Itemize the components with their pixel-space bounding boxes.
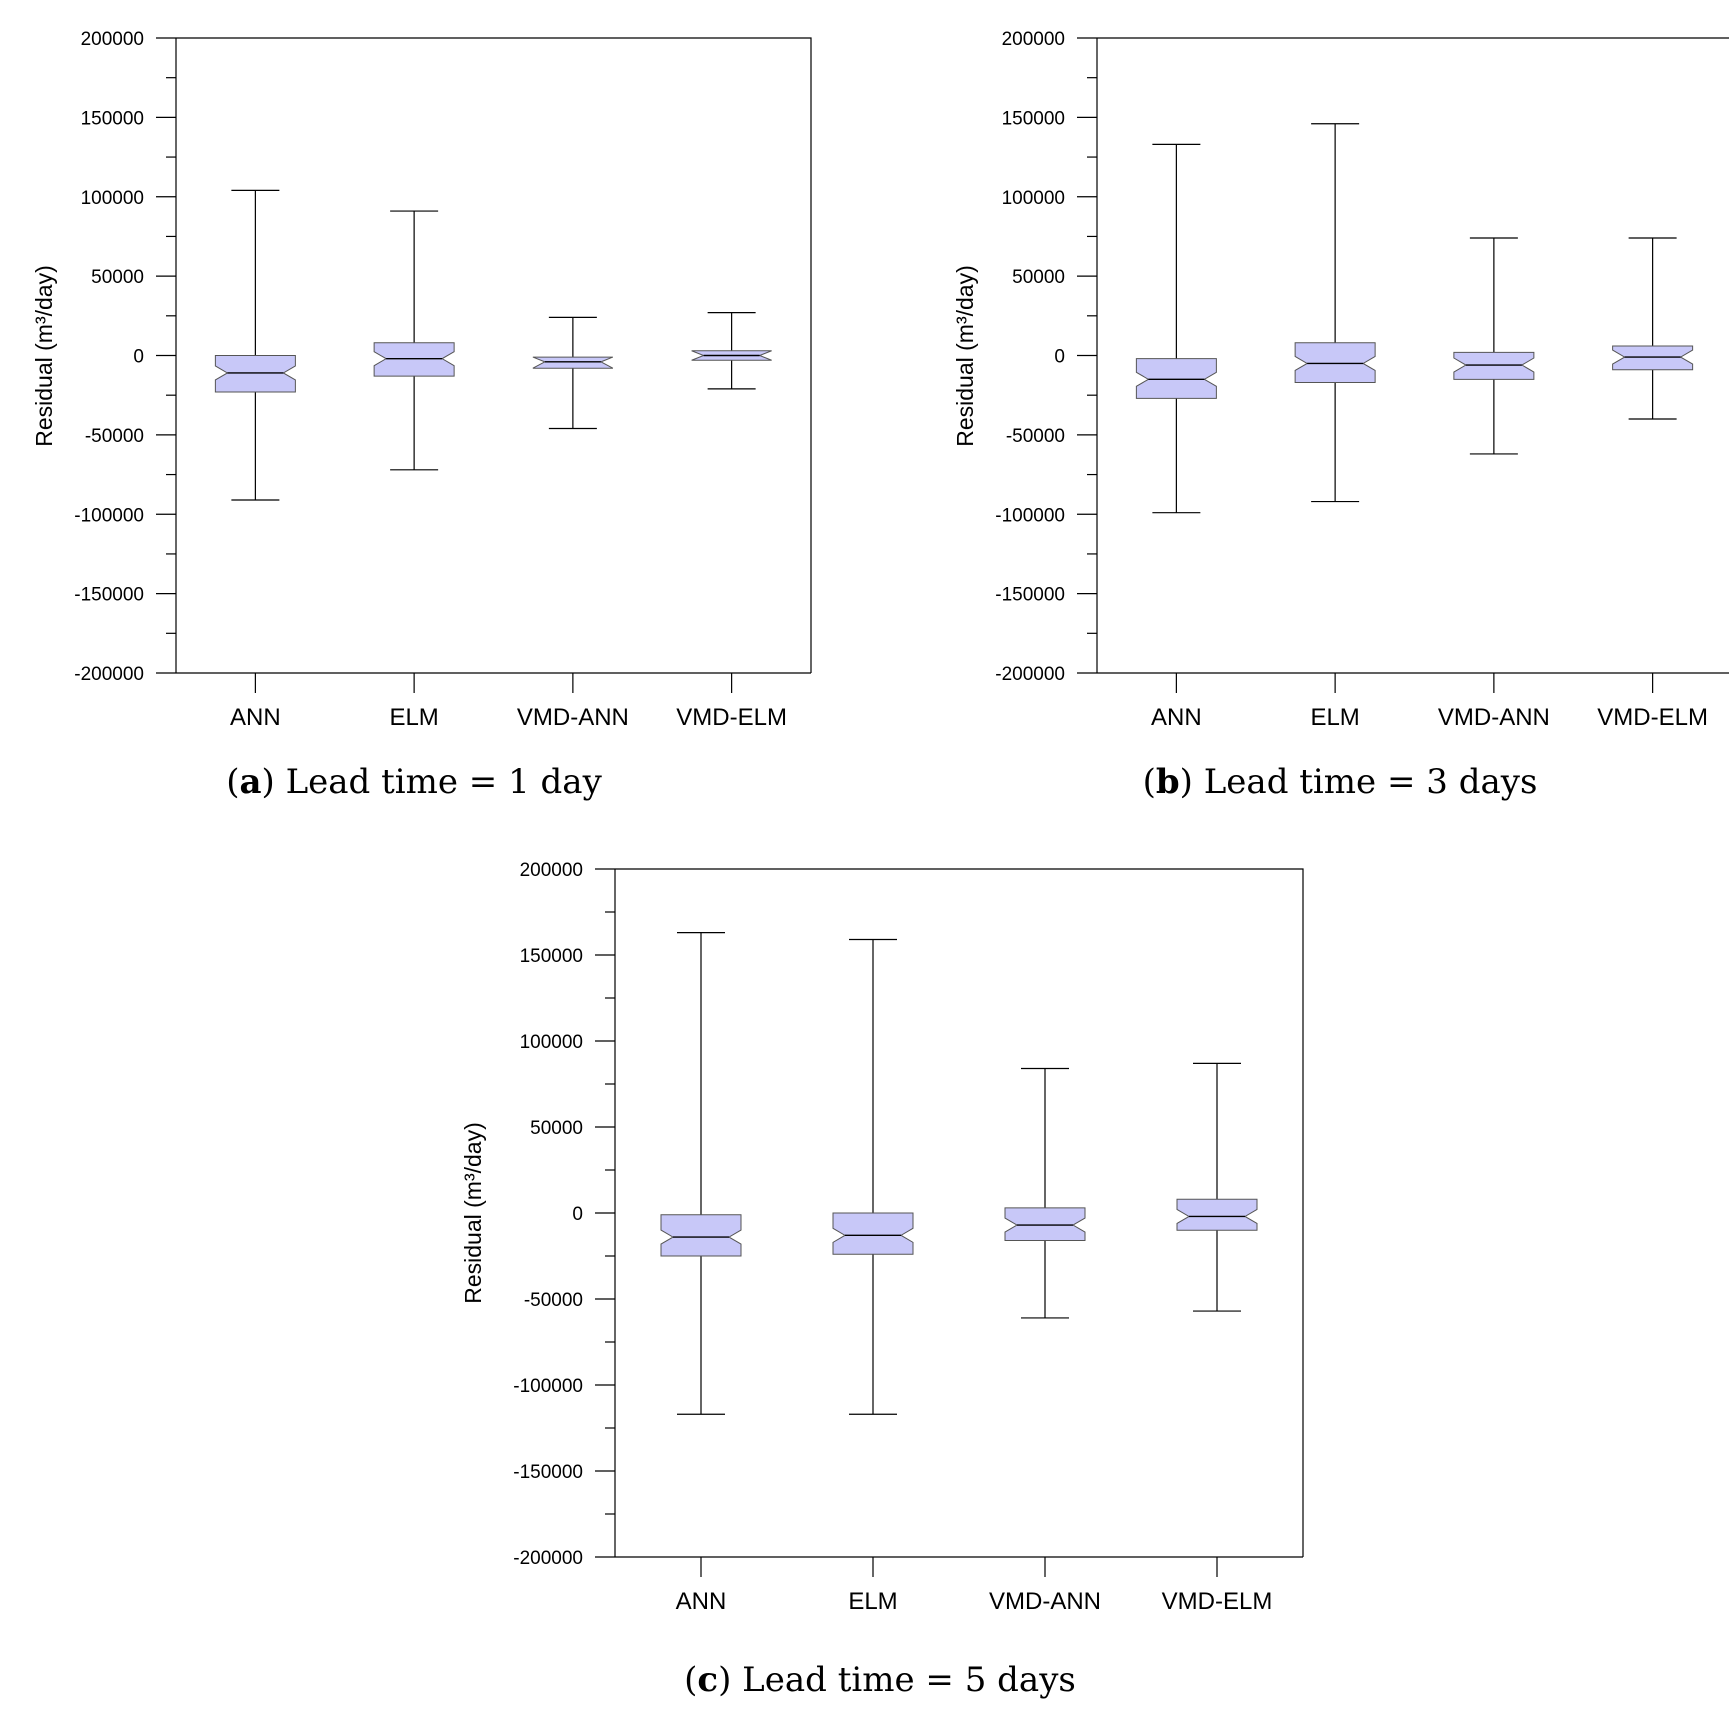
panel-c-x-tick-label: VMD-ELM — [1162, 1588, 1273, 1615]
panel-c-y-tick-label: -200000 — [513, 1548, 583, 1569]
panel-b-box-ann — [1135, 358, 1217, 399]
panel-b-y-tick-label: 50000 — [1012, 267, 1065, 288]
panel-a-y-tick-label: 150000 — [81, 108, 144, 129]
panel-b-marks: -200000 -150000 -100000 -50000 0 50000 100000 1… — [995, 29, 1729, 731]
panel-a-y-tick-label: -200000 — [74, 664, 144, 685]
panel-c-box-ann — [660, 1214, 742, 1257]
panel-c-y-tick-label: -50000 — [524, 1290, 583, 1311]
panel-b-y-tick-label: -200000 — [995, 664, 1065, 685]
panel-a-y-tick-label: -50000 — [85, 426, 144, 447]
panel-a-y-tick-label: 0 — [133, 347, 144, 368]
panel-c-y-tick-label: 100000 — [520, 1032, 583, 1053]
panel-a-box-vmd-ann — [532, 356, 614, 369]
panel-b-x-tick-label: VMD-ELM — [1597, 704, 1708, 731]
panel-a-y-tick-label: -150000 — [74, 585, 144, 606]
panel-c-caption-letter: c — [697, 1660, 718, 1700]
panel-b-caption: (b) Lead time = 3 days — [1143, 762, 1538, 802]
panel-b-y-tick-label: 150000 — [1002, 108, 1065, 129]
panel-c-y-axis-title: Residual (m³/day) — [460, 1122, 486, 1304]
panel-a-y-tick-label: 50000 — [91, 267, 144, 288]
panel-c-caption: (c) Lead time = 5 days — [684, 1660, 1076, 1700]
panel-a-caption: (a) Lead time = 1 day — [226, 762, 602, 802]
panel-a-y-axis-title: Residual (m³/day) — [31, 265, 57, 447]
panel-c-x-tick-label: ELM — [848, 1588, 897, 1615]
panel-b-y-tick-label: 0 — [1054, 347, 1065, 368]
panel-b-box-elm — [1294, 342, 1376, 383]
panel-a: -200000 -150000 -100000 -50000 0 50000 100000 1… — [31, 29, 812, 802]
panel-c-caption-text: Lead time = 5 days — [742, 1660, 1076, 1700]
panel-a-box-ann — [214, 355, 296, 393]
panel-a-x-tick-label: VMD-ANN — [517, 704, 629, 731]
panel-b-y-tick-label: 200000 — [1002, 29, 1065, 50]
panel-a-y-tick-label: 200000 — [81, 29, 144, 50]
panel-b-y-tick-label: -50000 — [1006, 426, 1065, 447]
panel-a-x-tick-label: VMD-ELM — [676, 704, 787, 731]
panel-a-x-tick-label: ELM — [389, 704, 438, 731]
panel-b-caption-letter: b — [1156, 762, 1180, 802]
panel-c-box-elm — [832, 1212, 914, 1255]
panel-b-x-tick-label: ANN — [1151, 704, 1202, 731]
panel-c-x-tick-label: VMD-ANN — [989, 1588, 1101, 1615]
panel-a-caption-letter: a — [239, 762, 261, 802]
panel-b-y-tick-label: -100000 — [995, 505, 1065, 526]
panel-c-box-vmd-ann — [1004, 1207, 1086, 1242]
panel-c-y-tick-label: -100000 — [513, 1376, 583, 1397]
panel-c-x-tick-label: ANN — [676, 1588, 727, 1615]
panel-c-y-tick-label: 0 — [572, 1204, 583, 1225]
panel-c-y-tick-label: -150000 — [513, 1462, 583, 1483]
panel-b-y-tick-label: -150000 — [995, 585, 1065, 606]
panel-b-y-tick-label: 100000 — [1002, 188, 1065, 209]
panel-c: -200000 -150000 -100000 -50000 0 50000 100000 1… — [460, 860, 1304, 1700]
panel-c-y-tick-label: 150000 — [520, 946, 583, 967]
panel-c-y-tick-label: 50000 — [530, 1118, 583, 1139]
panel-a-y-tick-label: -100000 — [74, 505, 144, 526]
panel-b-y-axis-title: Residual (m³/day) — [952, 265, 978, 447]
panel-c-box-vmd-elm — [1176, 1198, 1258, 1231]
panel-a-y-tick-label: 100000 — [81, 188, 144, 209]
panel-b-box-vmd-elm — [1612, 345, 1694, 371]
panel-c-y-tick-label: 200000 — [520, 860, 583, 881]
panel-a-x-tick-label: ANN — [230, 704, 281, 731]
panel-a-caption-text: Lead time = 1 day — [286, 762, 603, 802]
panel-a-box-elm — [373, 342, 455, 377]
panel-b-x-tick-label: VMD-ANN — [1438, 704, 1550, 731]
panel-a-plot-frame — [176, 37, 812, 673]
panel-b-box-vmd-ann — [1453, 351, 1535, 380]
panel-b: -200000 -150000 -100000 -50000 0 50000 100000 1… — [952, 29, 1729, 802]
panel-b-x-tick-label: ELM — [1310, 704, 1359, 731]
panel-b-caption-text: Lead time = 3 days — [1204, 762, 1538, 802]
panel-b-plot-frame — [1097, 37, 1729, 39]
panel-c-marks: -200000 -150000 -100000 -50000 0 50000 100000 1… — [513, 860, 1304, 1615]
panel-a-marks: -200000 -150000 -100000 -50000 0 50000 100000 1… — [74, 29, 812, 731]
panel-c-plot-frame — [615, 868, 1304, 1557]
